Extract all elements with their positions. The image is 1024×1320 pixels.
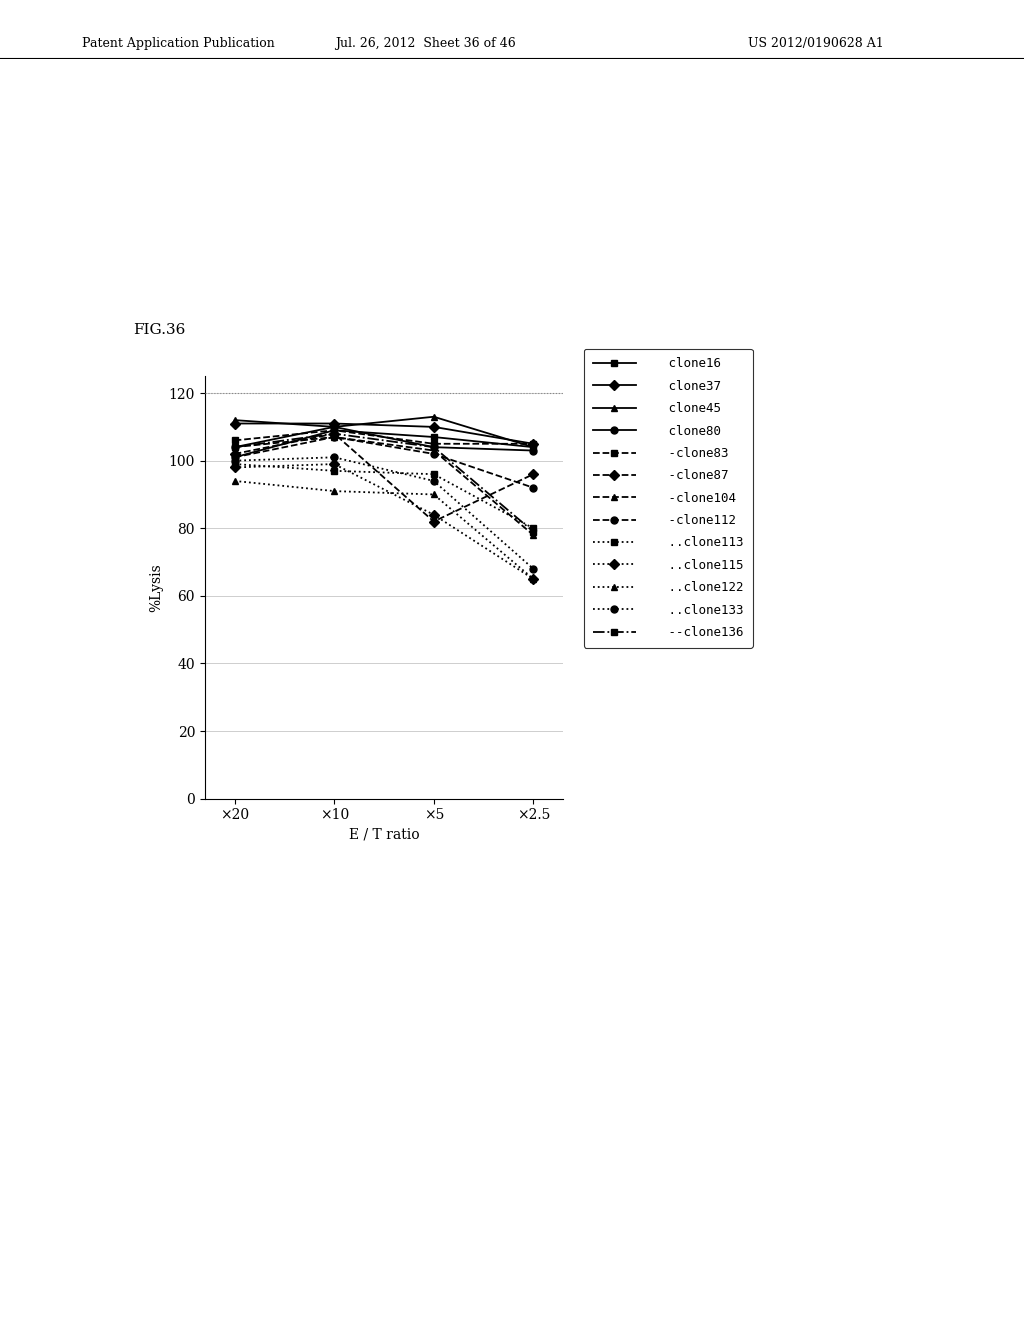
Text: US 2012/0190628 A1: US 2012/0190628 A1 [748,37,884,50]
Text: Jul. 26, 2012  Sheet 36 of 46: Jul. 26, 2012 Sheet 36 of 46 [335,37,515,50]
Y-axis label: %Lysis: %Lysis [150,564,163,611]
Text: Patent Application Publication: Patent Application Publication [82,37,274,50]
Legend:    clone16,    clone37,    clone45,    clone80,    -clone83,    -clone87,    -cl: clone16, clone37, clone45, clone80, -clo… [584,348,753,648]
Text: FIG.36: FIG.36 [133,323,185,338]
X-axis label: E / T ratio: E / T ratio [349,828,419,842]
